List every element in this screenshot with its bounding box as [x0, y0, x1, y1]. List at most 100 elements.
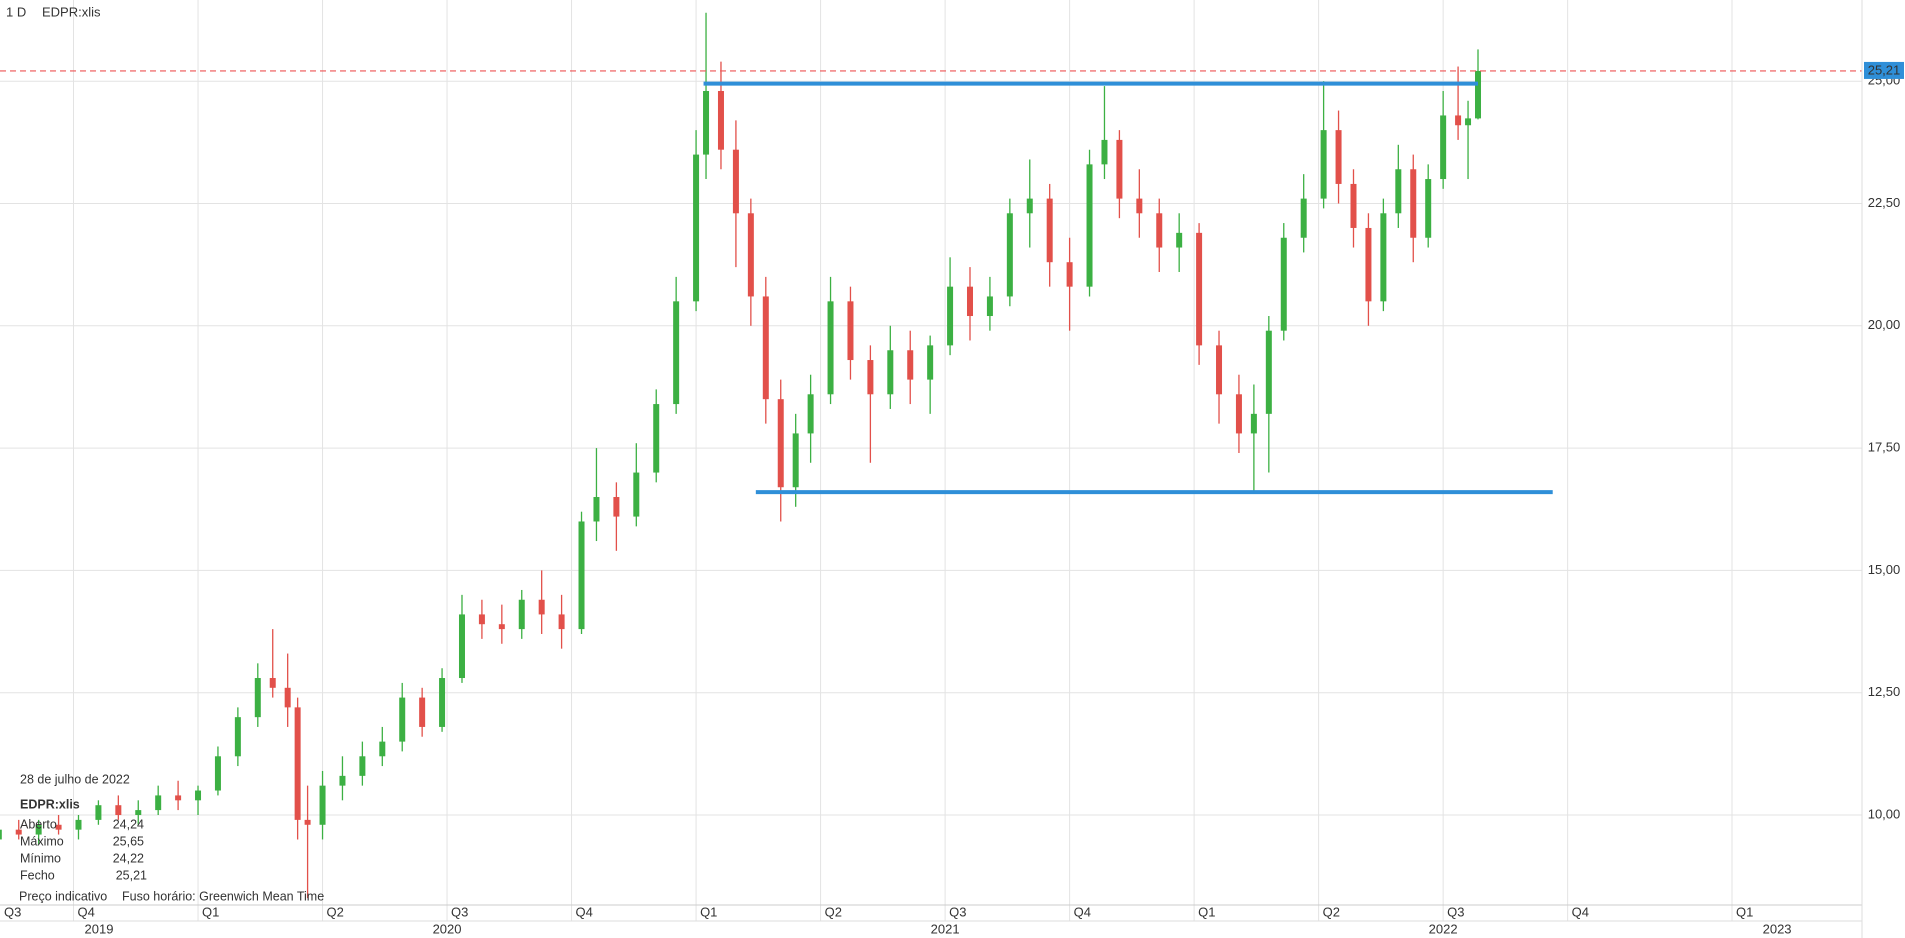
- candle-body: [732, 149, 739, 214]
- candle-body: [304, 819, 311, 825]
- candle-body: [887, 350, 894, 395]
- x-tick-label: Q3: [949, 904, 966, 919]
- candle-body: [518, 599, 525, 630]
- candle-body: [15, 829, 22, 835]
- candle-body: [1455, 115, 1462, 126]
- candle-body: [1465, 118, 1472, 126]
- x-tick-label: Q4: [78, 904, 95, 919]
- x-tick-label: Q2: [825, 904, 842, 919]
- year-label: 2019: [85, 921, 114, 936]
- candle-body: [175, 795, 182, 801]
- candle-body: [762, 296, 769, 400]
- candle-body: [359, 756, 366, 776]
- x-tick-label: Q2: [327, 904, 344, 919]
- info-value: 24,24: [113, 817, 144, 831]
- candle-body: [135, 810, 142, 815]
- y-tick-label: 20,00: [1868, 317, 1901, 332]
- candle-body: [1156, 213, 1163, 248]
- info-timezone: Fuso horário: Greenwich Mean Time: [122, 889, 324, 903]
- candle-body: [1350, 183, 1357, 228]
- candle-body: [1250, 413, 1257, 434]
- candle-body: [633, 472, 640, 517]
- candle-body: [339, 775, 346, 786]
- info-value: 25,65: [113, 834, 144, 848]
- candle-body: [558, 614, 565, 630]
- candle-body: [847, 301, 854, 361]
- info-label: Máximo: [20, 834, 64, 848]
- candle-body: [827, 301, 834, 395]
- x-tick-label: Q2: [1323, 904, 1340, 919]
- candle-body: [966, 286, 973, 317]
- candle-body: [1136, 198, 1143, 214]
- candle-body: [927, 345, 934, 380]
- grid: [0, 0, 1862, 921]
- candle-body: [294, 707, 301, 820]
- x-tick-label: Q3: [4, 904, 21, 919]
- candle-body: [35, 824, 42, 835]
- candle-body: [214, 756, 221, 791]
- candle-body: [1235, 394, 1242, 434]
- candle-body: [1046, 198, 1053, 263]
- candle-body: [777, 399, 784, 488]
- year-label: 2021: [931, 921, 960, 936]
- candle-body: [986, 296, 993, 317]
- info-symbol: EDPR:xlis: [20, 797, 80, 811]
- candle-body: [1086, 164, 1093, 287]
- y-tick-label: 22,50: [1868, 195, 1901, 210]
- candle-body: [653, 404, 660, 473]
- candle-body: [1196, 232, 1203, 346]
- x-tick-label: Q4: [576, 904, 593, 919]
- candle-body: [458, 614, 465, 679]
- candle-body: [613, 497, 620, 517]
- x-tick-label: Q4: [1074, 904, 1091, 919]
- candle-body: [867, 360, 874, 395]
- y-tick-label: 15,00: [1868, 562, 1901, 577]
- candle-body: [1066, 262, 1073, 287]
- candle-body: [1101, 139, 1108, 165]
- candle-body: [1006, 213, 1013, 297]
- marks: [0, 12, 1862, 899]
- y-tick-label: 10,00: [1868, 806, 1901, 821]
- candle-body: [419, 697, 426, 727]
- candle-body: [1216, 345, 1223, 395]
- candle-body: [115, 805, 122, 815]
- year-label: 2020: [433, 921, 462, 936]
- interval: 1 D: [6, 4, 26, 19]
- symbol: EDPR:xlis: [42, 4, 101, 19]
- candle-body: [717, 90, 724, 150]
- candle-body: [498, 624, 505, 630]
- info-label: Mínimo: [20, 851, 61, 865]
- candle-body: [703, 90, 710, 155]
- candle-body: [1176, 232, 1183, 248]
- candle-body: [1475, 70, 1482, 119]
- candle-body: [478, 614, 485, 625]
- candle-body: [907, 350, 914, 380]
- candle-body: [319, 785, 326, 825]
- candle-body: [593, 497, 600, 522]
- candle-body: [195, 790, 202, 801]
- candle-body: [578, 521, 585, 630]
- x-tick-label: Q1: [1736, 904, 1753, 919]
- candle-body: [1410, 169, 1417, 238]
- info-value: 25,21: [116, 868, 147, 882]
- candle-body: [0, 829, 2, 840]
- candle-body: [1380, 213, 1387, 302]
- candle-body: [95, 805, 102, 820]
- candle-body: [538, 599, 545, 615]
- candle-body: [75, 819, 82, 830]
- candle-body: [284, 687, 291, 708]
- candle-body: [1300, 198, 1307, 238]
- info-date: 28 de julho de 2022: [20, 772, 130, 786]
- x-tick-label: Q1: [202, 904, 219, 919]
- last-price-box: [1864, 61, 1904, 79]
- info-note: Preço indicativo: [19, 889, 107, 903]
- candle-body: [1026, 198, 1033, 214]
- candle-body: [747, 213, 754, 297]
- candle-body: [792, 433, 799, 488]
- candle-body: [1280, 237, 1287, 331]
- candle-body: [155, 795, 162, 811]
- candle-body: [1395, 169, 1402, 214]
- candle-body: [807, 394, 814, 434]
